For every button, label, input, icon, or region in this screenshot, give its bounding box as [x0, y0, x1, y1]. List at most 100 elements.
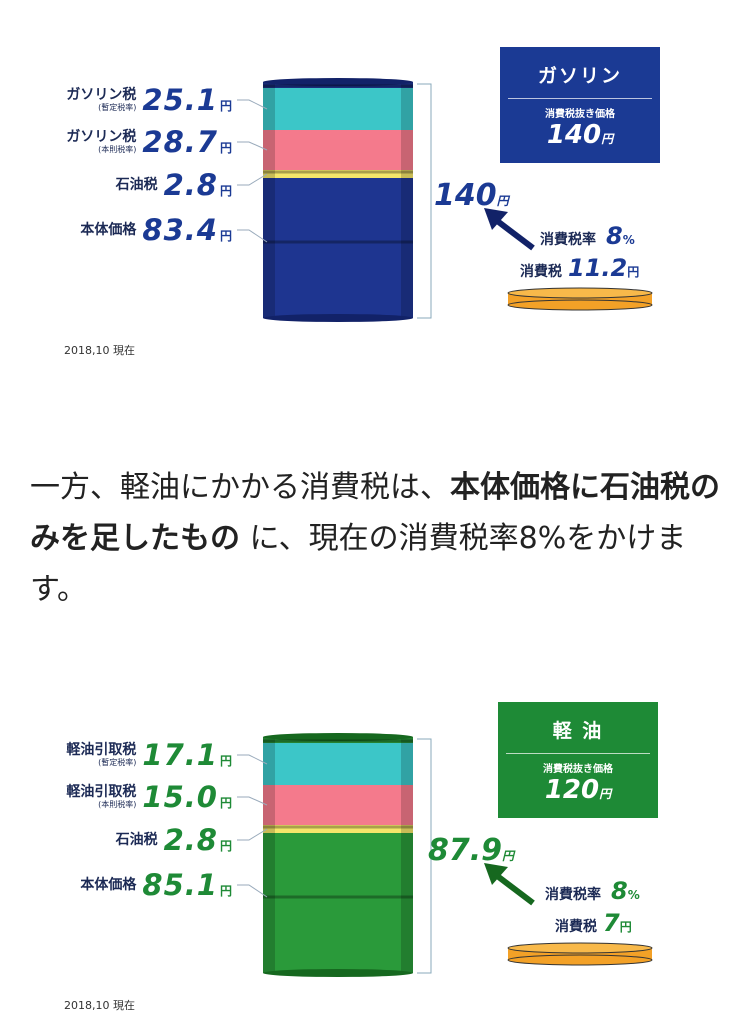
- shape: [237, 99, 268, 110]
- divider: [508, 98, 652, 99]
- name: 石油税: [115, 176, 158, 193]
- price-box: 軽 油消費税抜き価格 120円: [498, 702, 658, 818]
- shape: [237, 796, 268, 806]
- yen: 円: [502, 849, 515, 863]
- box-title: 軽 油: [552, 720, 604, 742]
- shape: [263, 178, 413, 314]
- tax-label: 消費税: [555, 919, 597, 935]
- graphic: [237, 733, 432, 977]
- name: 軽油引取税: [66, 742, 137, 758]
- row: ガソリン税 (本則税率) 28.7 円: [0, 124, 232, 160]
- shape: [507, 954, 653, 966]
- shape: [263, 733, 413, 741]
- date: 2018,10 現在: [64, 344, 135, 357]
- text: に、現在の消費税率8%をかけます。: [30, 521, 687, 607]
- box-title: ガソリン: [537, 65, 622, 87]
- paragraph: 一方、軽油にかかる消費税は、本体価格に石油税のみを足したもの に、現在の消費税率…: [30, 462, 730, 615]
- name: 本体価格: [80, 876, 137, 893]
- shape: [417, 738, 432, 974]
- yen: 円: [599, 787, 612, 801]
- graphic: [507, 287, 653, 311]
- rate-unit: %: [622, 233, 635, 247]
- shape: [401, 737, 413, 973]
- row: 石油税 2.8 円: [0, 167, 232, 203]
- row-name: 石油税: [115, 831, 158, 848]
- box-label: 消費税抜き価格: [545, 109, 615, 120]
- name: ガソリン税: [66, 129, 137, 145]
- rate-value: 8: [606, 222, 623, 250]
- shape: [484, 208, 508, 230]
- value: 2.8: [163, 168, 218, 202]
- row-name: ガソリン税 (本則税率): [66, 129, 137, 155]
- row-name: ガソリン税 (暫定税率): [66, 87, 137, 113]
- value: 17.1: [142, 738, 218, 772]
- tax: 消費税 11.2円: [520, 254, 639, 282]
- box-price: 120円: [498, 775, 658, 805]
- yen: 円: [601, 132, 614, 146]
- row: 石油税 2.8 円: [0, 822, 232, 858]
- yen: 円: [496, 194, 509, 208]
- value: 28.7: [142, 125, 218, 159]
- yen: 円: [619, 920, 632, 934]
- sub: (暫定税率): [98, 758, 137, 767]
- shape: [263, 833, 413, 969]
- rate: 消費税率 8%: [545, 877, 640, 905]
- row-name: 軽油引取税 (暫定税率): [66, 742, 137, 768]
- graphic: [507, 942, 653, 966]
- shape: [237, 828, 268, 841]
- shape: [263, 785, 413, 825]
- shape: [263, 170, 413, 178]
- row: 軽油引取税 (本則税率) 15.0 円: [0, 779, 232, 815]
- shape: [263, 78, 413, 86]
- tax-value: 7: [603, 909, 620, 937]
- sub: (本則税率): [98, 800, 137, 809]
- box-label: 消費税抜き価格: [543, 764, 613, 775]
- shape: [263, 743, 413, 785]
- total: 140円: [434, 178, 509, 213]
- yen: 円: [219, 839, 232, 853]
- shape: [263, 88, 413, 130]
- shape: [237, 229, 268, 243]
- row: 本体価格 85.1 円: [0, 867, 232, 903]
- graphic: [484, 863, 535, 906]
- shape: [507, 299, 653, 311]
- row: 軽油引取税 (暫定税率) 17.1 円: [0, 737, 232, 773]
- box-price: 140円: [500, 120, 660, 150]
- text: 一方、軽油にかかる消費税は、: [30, 470, 450, 505]
- rate-value: 8: [611, 877, 628, 905]
- shape: [263, 314, 413, 322]
- shape: [494, 217, 535, 251]
- row-name: 軽油引取税 (本則税率): [66, 785, 137, 810]
- shape: [263, 130, 413, 170]
- divider: [506, 753, 650, 754]
- price-box: ガソリン消費税抜き価格 140円: [500, 47, 660, 163]
- shape: [263, 825, 413, 833]
- name: 石油税: [115, 831, 158, 848]
- value: 2.8: [163, 823, 218, 857]
- yen: 円: [219, 796, 232, 810]
- yen: 円: [219, 754, 232, 768]
- rate-label: 消費税率: [545, 887, 601, 903]
- tax-label: 消費税: [520, 264, 562, 280]
- row: 本体価格 83.4 円: [0, 212, 232, 248]
- row: ガソリン税 (暫定税率) 25.1 円: [0, 82, 232, 118]
- tax: 消費税 7円: [555, 909, 632, 937]
- shape: [417, 83, 432, 319]
- shape: [494, 872, 535, 906]
- value: 15.0: [142, 780, 218, 814]
- row-name: 本体価格: [80, 876, 137, 893]
- bold-text: 本体価格に石油税のみを足したもの: [30, 470, 720, 556]
- yen: 円: [219, 229, 232, 243]
- shape: [263, 969, 413, 977]
- yen: 円: [219, 99, 232, 113]
- price: 140: [546, 120, 602, 150]
- graphic: [484, 208, 535, 251]
- shape: [401, 82, 413, 318]
- shape: [237, 754, 268, 765]
- sub: (本則税率): [98, 145, 137, 154]
- total-value: 140: [434, 178, 497, 213]
- yen: 円: [219, 184, 232, 198]
- rate-unit: %: [627, 888, 640, 902]
- name: ガソリン税: [66, 87, 137, 103]
